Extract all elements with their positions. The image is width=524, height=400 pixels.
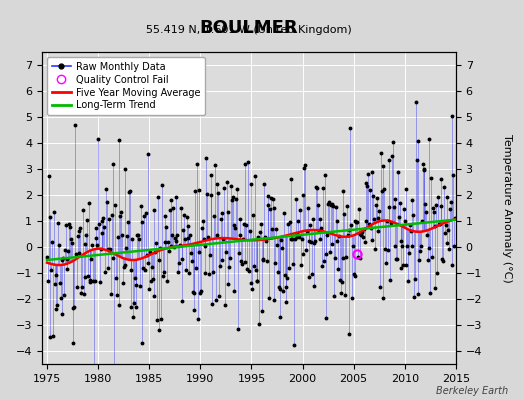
Text: Berkeley Earth: Berkeley Earth xyxy=(436,386,508,396)
Y-axis label: Temperature Anomaly (°C): Temperature Anomaly (°C) xyxy=(501,134,511,282)
Text: 55.419 N, 1.601 W (United Kingdom): 55.419 N, 1.601 W (United Kingdom) xyxy=(146,25,352,35)
Legend: Raw Monthly Data, Quality Control Fail, Five Year Moving Average, Long-Term Tren: Raw Monthly Data, Quality Control Fail, … xyxy=(47,57,205,115)
Title: BOULMER: BOULMER xyxy=(200,18,298,36)
